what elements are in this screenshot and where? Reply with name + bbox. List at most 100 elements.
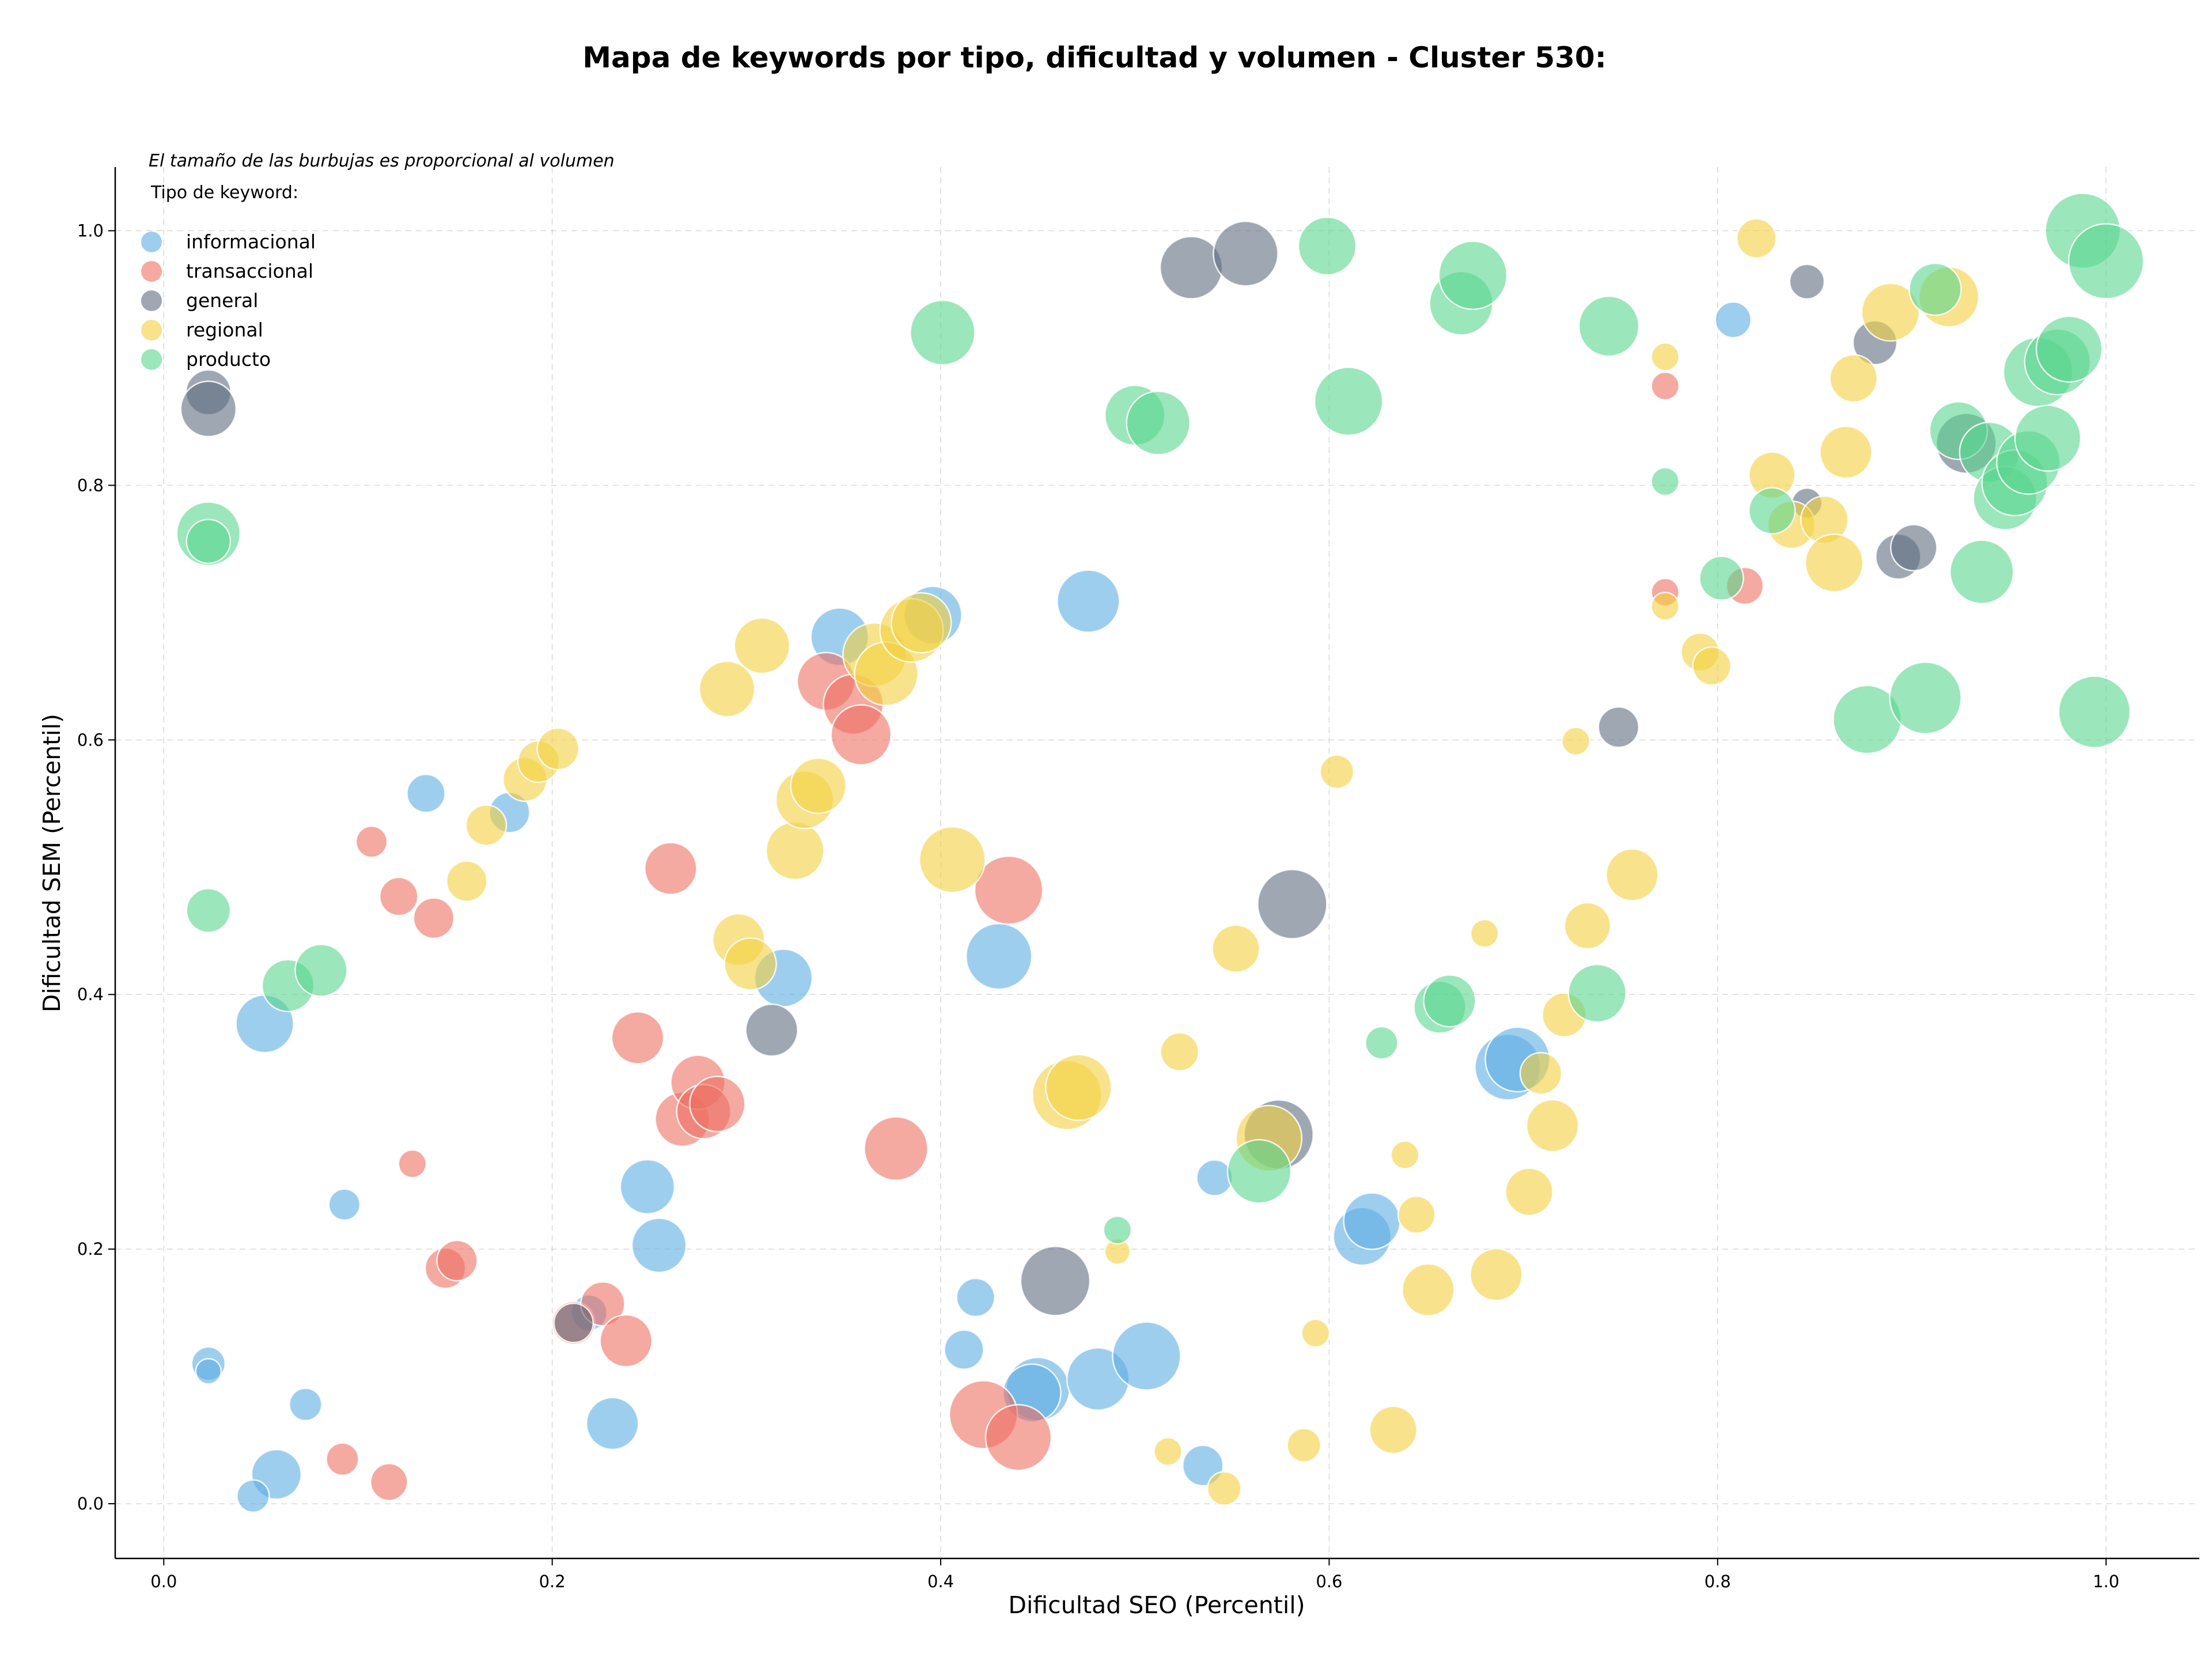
y-tick-label: 0.2 bbox=[77, 1239, 104, 1259]
x-axis-label: Dificultad SEO (Percentil) bbox=[1008, 1591, 1305, 1619]
bubble-producto bbox=[1313, 366, 1384, 436]
bubble-regional bbox=[919, 826, 986, 894]
bubble-regional bbox=[790, 757, 847, 815]
bubble-regional bbox=[1563, 902, 1612, 950]
bubble-producto bbox=[1126, 390, 1191, 456]
bubble-transaccional bbox=[974, 855, 1044, 925]
legend-marker-general bbox=[141, 290, 162, 311]
legend-label-regional: regional bbox=[186, 319, 263, 341]
bubble-regional bbox=[891, 592, 952, 654]
bubble-general bbox=[180, 380, 237, 438]
bubble-regional bbox=[1469, 918, 1499, 948]
bubble-informacional bbox=[406, 773, 446, 814]
bubble-regional bbox=[1650, 592, 1680, 621]
bubble-regional bbox=[446, 860, 488, 902]
bubble-informacional bbox=[965, 922, 1033, 990]
bubble-regional bbox=[465, 804, 507, 846]
bubble-general bbox=[1257, 869, 1328, 940]
bubble-producto bbox=[1438, 240, 1508, 311]
bubble-transaccional bbox=[397, 1149, 427, 1179]
bubble-regional bbox=[1211, 924, 1260, 973]
bubble-informacional bbox=[236, 1479, 270, 1513]
chart-title: Mapa de keywords por tipo, dificultad y … bbox=[582, 41, 1606, 74]
bubble-producto bbox=[2067, 223, 2145, 300]
bubble-producto bbox=[185, 519, 232, 564]
bubble-producto bbox=[1748, 487, 1796, 535]
bubble-regional bbox=[765, 821, 825, 880]
bubble-producto bbox=[1908, 262, 1962, 316]
bubble-transaccional bbox=[379, 876, 419, 917]
legend: informacional transaccional general regiona… bbox=[141, 230, 316, 370]
x-tick-label: 0.8 bbox=[1705, 1572, 1731, 1591]
bubble-general bbox=[1213, 220, 1279, 287]
bubble-producto bbox=[2058, 675, 2131, 748]
bubble-regional bbox=[724, 937, 777, 991]
bubble-regional bbox=[1045, 1054, 1112, 1121]
bubble-transaccional bbox=[611, 1011, 665, 1065]
bubble-producto bbox=[1423, 974, 1476, 1028]
bubble-informacional bbox=[1343, 1192, 1401, 1250]
x-tick-label: 1.0 bbox=[2093, 1572, 2119, 1591]
bubble-transaccional bbox=[830, 704, 892, 766]
bubble-transaccional bbox=[412, 897, 455, 939]
bubble-regional bbox=[1505, 1167, 1554, 1216]
bubble-regional bbox=[1319, 754, 1355, 789]
bubble-regional bbox=[1736, 218, 1777, 259]
bubble-producto bbox=[1699, 555, 1744, 601]
bubble-general bbox=[1789, 263, 1825, 300]
y-tick-label: 0.4 bbox=[77, 985, 104, 1004]
bubble-regional bbox=[1390, 1140, 1420, 1170]
bubble-regional bbox=[1561, 727, 1590, 756]
bubble-transaccional bbox=[599, 1314, 653, 1368]
bubble-regional bbox=[1692, 646, 1732, 686]
y-tick-label: 0.6 bbox=[77, 730, 104, 750]
bubble-general bbox=[1890, 524, 1938, 572]
bubble-transaccional bbox=[689, 1075, 746, 1133]
legend-label-informacional: informacional bbox=[186, 230, 316, 253]
bubble-producto bbox=[2014, 404, 2082, 472]
bubble-informacional bbox=[289, 1387, 323, 1421]
bubble-regional bbox=[1650, 342, 1680, 372]
bubble-producto bbox=[1949, 539, 2014, 604]
bubble-producto bbox=[1365, 1026, 1399, 1060]
bubble-producto bbox=[1650, 467, 1680, 497]
y-tick-label: 0.0 bbox=[77, 1494, 104, 1514]
bubble-regional bbox=[1286, 1428, 1321, 1463]
bubble-regional bbox=[698, 660, 756, 718]
bubble-regional bbox=[1301, 1318, 1331, 1348]
y-tick-label: 1.0 bbox=[77, 221, 104, 240]
bubble-informacional bbox=[328, 1188, 361, 1221]
bubble-producto bbox=[1567, 963, 1627, 1023]
bubble-regional bbox=[1397, 1195, 1436, 1234]
bubble-transaccional bbox=[436, 1239, 478, 1282]
bubble-regional bbox=[1160, 1032, 1200, 1072]
legend-marker-producto bbox=[141, 349, 162, 370]
bubble-producto bbox=[1297, 216, 1357, 276]
bubble-regional bbox=[1369, 1405, 1418, 1455]
bubble-producto bbox=[1103, 1215, 1132, 1245]
bubble-regional bbox=[1402, 1263, 1455, 1317]
legend-marker-transaccional bbox=[141, 261, 162, 282]
axis-ticks: 0.0 0.2 0.4 0.6 0.8 1.0 0.0 0.2 0.4 0.6 0.8 1.0 bbox=[77, 221, 2119, 1591]
legend-marker-informacional bbox=[141, 232, 162, 252]
bubble-regional bbox=[1153, 1437, 1183, 1466]
bubble-informacional bbox=[944, 1329, 984, 1370]
legend-label-general: general bbox=[186, 289, 258, 312]
bubble-informacional bbox=[631, 1217, 687, 1273]
bubble-general bbox=[1597, 706, 1640, 748]
legend-marker-regional bbox=[141, 320, 162, 340]
x-tick-label: 0.6 bbox=[1316, 1572, 1342, 1591]
bubble-transaccional bbox=[644, 842, 698, 895]
bubble-producto bbox=[294, 943, 348, 997]
bubble-regional bbox=[1829, 354, 1878, 403]
bubble-producto bbox=[1889, 661, 1962, 735]
size-note: El tamaño de las burbujas es proporciona… bbox=[149, 151, 615, 171]
bubble-regional bbox=[1519, 1051, 1563, 1095]
bubble-regional bbox=[1861, 282, 1921, 342]
bubble-general bbox=[745, 1003, 798, 1057]
bubble-regional bbox=[733, 617, 791, 675]
y-tick-label: 0.8 bbox=[77, 475, 104, 495]
bubble-informacional bbox=[1056, 569, 1120, 633]
legend-label-producto: producto bbox=[186, 348, 271, 370]
bubble-producto bbox=[910, 299, 976, 366]
